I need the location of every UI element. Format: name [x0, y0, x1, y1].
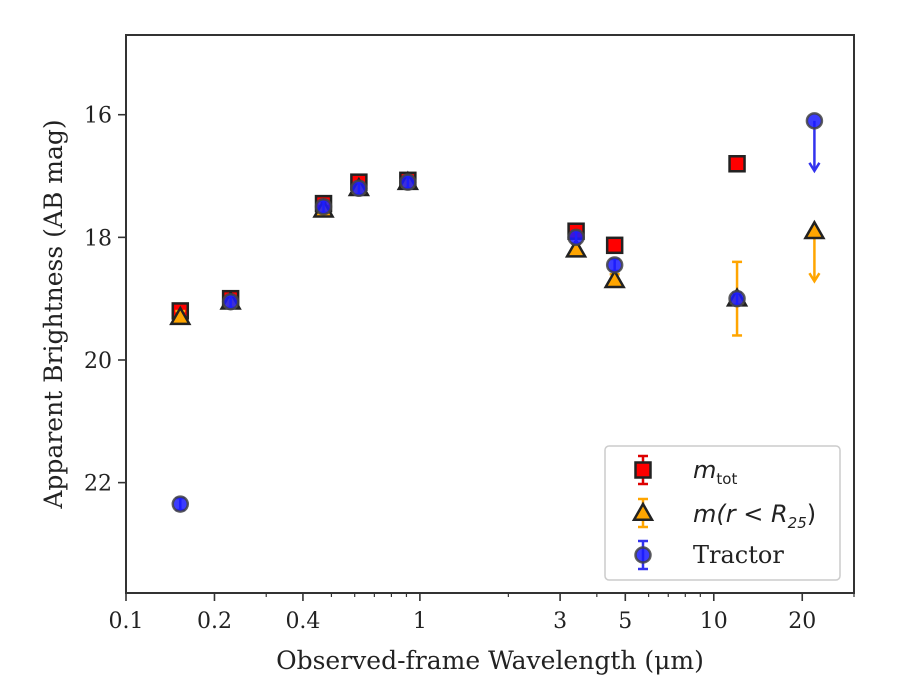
legend: mtot m(r < R25) Tractor	[604, 445, 841, 581]
x-tick-label: 5	[618, 609, 632, 634]
legend-marker-tractor	[634, 546, 652, 564]
legend-marker-mr25	[631, 501, 655, 521]
upper-limit-arrowhead	[808, 272, 821, 284]
x-tick-label: 0.2	[197, 609, 232, 634]
x-tick-label: 0.4	[285, 609, 320, 634]
point-tractor	[728, 289, 746, 308]
point-tractor	[399, 173, 417, 191]
y-axis-label: Apparent Brightness (AB mag)	[39, 119, 68, 509]
point-tractor	[314, 197, 333, 216]
point-tractor	[350, 179, 368, 198]
point-mtot	[605, 236, 624, 255]
point-mr25	[803, 219, 826, 240]
upper-limit-arrowhead	[808, 162, 821, 174]
y-tick-label: 16	[84, 104, 112, 129]
point-mtot	[728, 155, 746, 173]
x-tick-label: 0.1	[109, 609, 144, 634]
legend-label-tractor: Tractor	[693, 541, 784, 569]
y-tick-label: 20	[84, 349, 112, 374]
legend-marker-mtot	[634, 461, 652, 479]
x-axis-label: Observed-frame Wavelength (μm)	[276, 646, 704, 675]
y-tick-label: 22	[84, 472, 112, 497]
x-tick-label: 3	[553, 609, 567, 634]
point-mr25	[603, 268, 626, 289]
x-tick-label: 1	[413, 609, 427, 634]
point-tractor	[171, 495, 190, 513]
data-points	[169, 112, 826, 513]
x-tick-label: 20	[788, 609, 816, 634]
series-tractor	[171, 112, 824, 513]
x-axis: 0.1 0.2 0.4 1 3 5 10 20	[109, 593, 855, 634]
legend-label-mr25: m(r < R25)	[693, 500, 816, 532]
x-tick-label: 10	[700, 609, 728, 634]
legend-label-mtot: mtot	[693, 456, 737, 488]
legend-frame	[604, 445, 841, 581]
point-mr25	[564, 238, 588, 258]
point-tractor	[567, 228, 585, 247]
y-axis: 16 18 20 22	[84, 104, 126, 497]
y-tick-label: 18	[84, 226, 112, 251]
point-mr25	[169, 305, 192, 326]
point-tractor	[805, 112, 824, 130]
point-tractor	[605, 256, 624, 274]
point-tractor	[221, 292, 240, 311]
